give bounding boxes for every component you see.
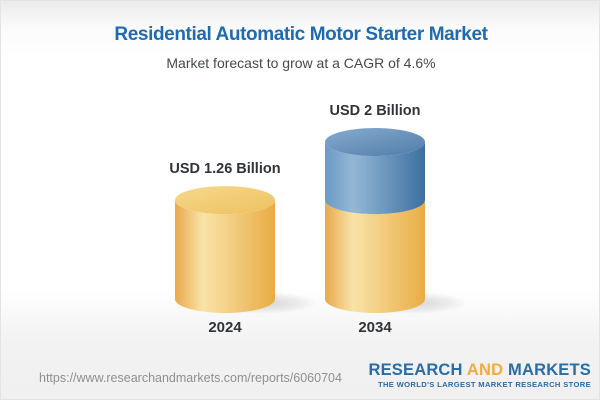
logo-wordmark: RESEARCH AND MARKETS	[368, 361, 591, 379]
cylinder-top-2034	[325, 128, 425, 156]
logo-word-research: RESEARCH	[368, 361, 463, 379]
source-url[interactable]: https://www.researchandmarkets.com/repor…	[39, 371, 342, 385]
cylinder-segment-2034-gold	[325, 200, 425, 313]
logo-word-and: AND	[466, 361, 504, 379]
logo-tagline: THE WORLD'S LARGEST MARKET RESEARCH STOR…	[377, 380, 591, 389]
logo-word-markets: MARKETS	[508, 361, 591, 379]
chart-subtitle: Market forecast to grow at a CAGR of 4.6…	[166, 55, 436, 71]
cylinder-segment-2034-blue	[325, 142, 425, 215]
research-and-markets-logo: RESEARCH AND MARKETS THE WORLD'S LARGEST…	[368, 362, 591, 389]
cylinder-top-2024	[175, 186, 275, 215]
chart-title: Residential Automatic Motor Starter Mark…	[114, 24, 488, 45]
cylinder-segment-2024-gold	[175, 200, 275, 313]
